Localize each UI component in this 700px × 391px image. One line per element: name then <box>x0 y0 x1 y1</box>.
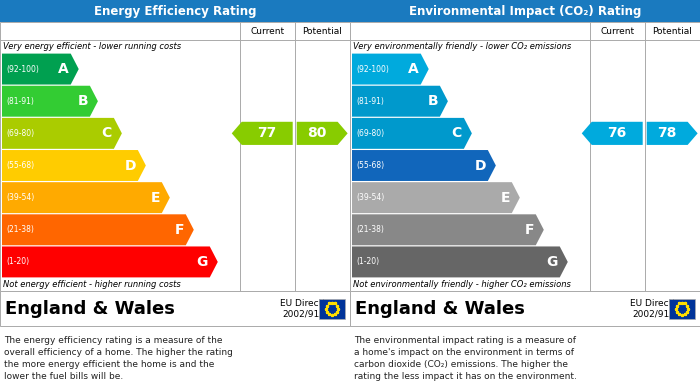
Text: (92-100): (92-100) <box>6 65 39 74</box>
Polygon shape <box>352 214 544 245</box>
Text: Environmental Impact (CO₂) Rating: Environmental Impact (CO₂) Rating <box>409 5 641 18</box>
Polygon shape <box>352 118 472 149</box>
Polygon shape <box>2 182 170 213</box>
Text: A: A <box>408 62 419 76</box>
Text: (39-54): (39-54) <box>6 193 34 202</box>
Text: EU Directive
2002/91/EC: EU Directive 2002/91/EC <box>280 299 336 318</box>
Polygon shape <box>352 86 448 117</box>
Text: (69-80): (69-80) <box>6 129 34 138</box>
Text: (1-20): (1-20) <box>6 257 29 266</box>
Text: Not environmentally friendly - higher CO₂ emissions: Not environmentally friendly - higher CO… <box>353 280 571 289</box>
Text: (81-91): (81-91) <box>6 97 34 106</box>
Text: C: C <box>102 126 112 140</box>
Text: B: B <box>77 94 88 108</box>
Text: C: C <box>452 126 462 140</box>
Text: Current: Current <box>250 27 284 36</box>
Text: G: G <box>547 255 558 269</box>
Polygon shape <box>297 122 348 145</box>
Text: A: A <box>58 62 69 76</box>
Text: Potential: Potential <box>302 27 342 36</box>
Text: Very energy efficient - lower running costs: Very energy efficient - lower running co… <box>3 42 181 51</box>
Bar <box>0 291 350 326</box>
Polygon shape <box>2 118 122 149</box>
Polygon shape <box>352 182 520 213</box>
Text: (55-68): (55-68) <box>356 161 384 170</box>
Text: E: E <box>150 191 160 204</box>
Text: (81-91): (81-91) <box>356 97 384 106</box>
Text: The energy efficiency rating is a measure of the
overall efficiency of a home. T: The energy efficiency rating is a measur… <box>4 336 233 381</box>
Polygon shape <box>2 150 146 181</box>
Text: (21-38): (21-38) <box>356 225 384 234</box>
Text: Potential: Potential <box>652 27 692 36</box>
Text: D: D <box>475 158 486 172</box>
Text: (92-100): (92-100) <box>356 65 389 74</box>
Text: (1-20): (1-20) <box>356 257 379 266</box>
Polygon shape <box>2 214 194 245</box>
Text: (55-68): (55-68) <box>6 161 34 170</box>
Text: 76: 76 <box>608 126 627 140</box>
Text: (39-54): (39-54) <box>356 193 384 202</box>
Text: Energy Efficiency Rating: Energy Efficiency Rating <box>94 5 256 18</box>
Bar <box>350 291 700 326</box>
Text: B: B <box>427 94 438 108</box>
Bar <box>669 298 695 319</box>
Polygon shape <box>647 122 698 145</box>
Bar <box>350 22 700 291</box>
Polygon shape <box>352 54 428 84</box>
Bar <box>319 298 345 319</box>
Text: E: E <box>500 191 510 204</box>
Polygon shape <box>2 246 218 277</box>
Text: (21-38): (21-38) <box>6 225 34 234</box>
Polygon shape <box>2 86 98 117</box>
Polygon shape <box>582 122 643 145</box>
Bar <box>350 0 700 22</box>
Text: The environmental impact rating is a measure of
a home's impact on the environme: The environmental impact rating is a mea… <box>354 336 577 381</box>
Text: (69-80): (69-80) <box>356 129 384 138</box>
Text: Not energy efficient - higher running costs: Not energy efficient - higher running co… <box>3 280 181 289</box>
Bar <box>0 0 350 22</box>
Text: 78: 78 <box>657 126 677 140</box>
Text: England & Wales: England & Wales <box>5 300 175 317</box>
Polygon shape <box>352 246 568 277</box>
Bar <box>0 22 350 291</box>
Polygon shape <box>352 150 496 181</box>
Text: England & Wales: England & Wales <box>355 300 525 317</box>
Text: F: F <box>174 223 184 237</box>
Polygon shape <box>232 122 293 145</box>
Text: G: G <box>197 255 208 269</box>
Text: Very environmentally friendly - lower CO₂ emissions: Very environmentally friendly - lower CO… <box>353 42 571 51</box>
Text: EU Directive
2002/91/EC: EU Directive 2002/91/EC <box>630 299 686 318</box>
Text: D: D <box>125 158 136 172</box>
Text: F: F <box>524 223 534 237</box>
Text: Current: Current <box>600 27 634 36</box>
Text: 80: 80 <box>307 126 327 140</box>
Text: 77: 77 <box>258 126 277 140</box>
Polygon shape <box>2 54 78 84</box>
